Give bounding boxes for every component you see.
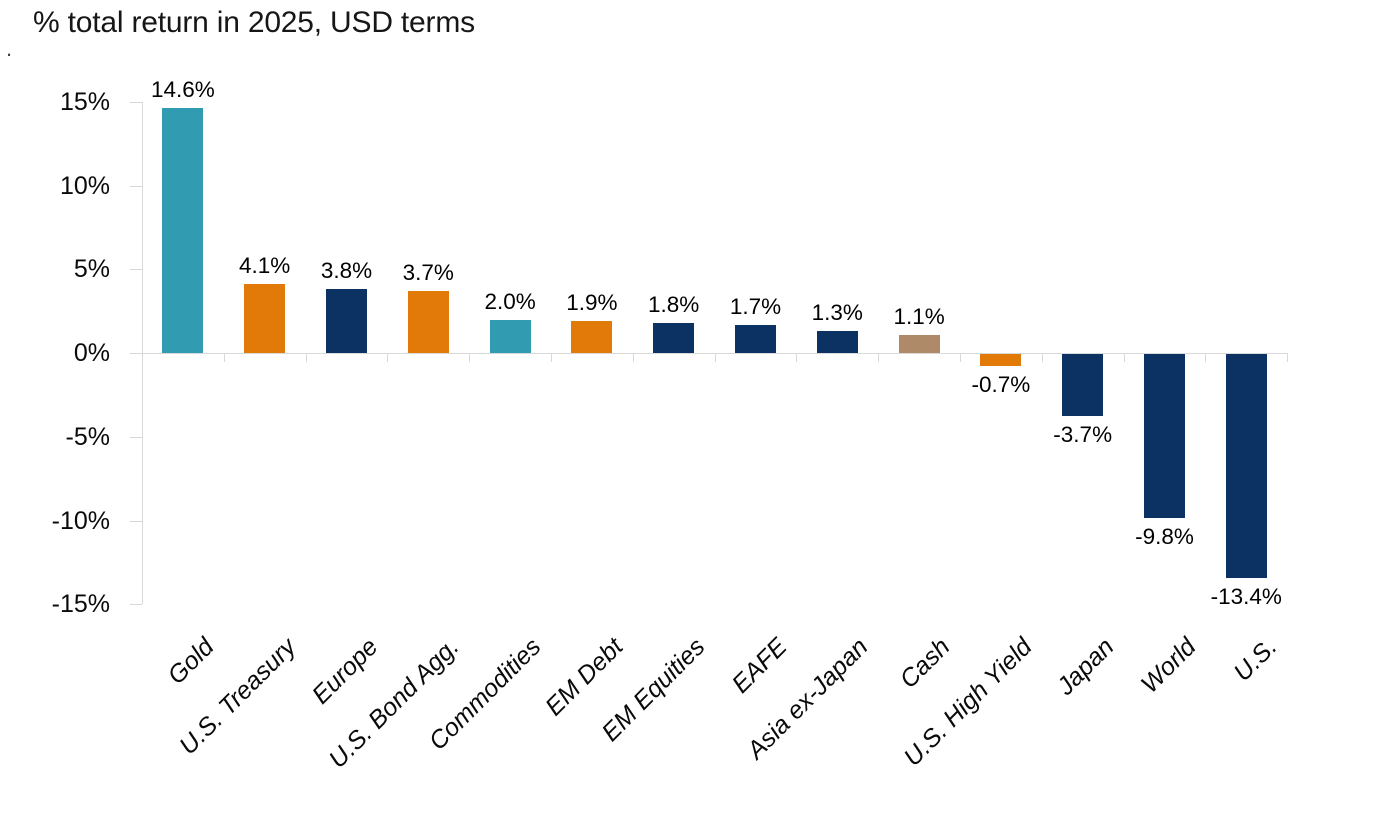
bar-u-s-bond-agg [407, 291, 449, 353]
x-axis-tick [632, 353, 634, 362]
value-label-europe: 3.8% [320, 258, 373, 284]
x-axis-tick [714, 353, 716, 362]
y-axis-tick [130, 353, 142, 354]
y-axis-tick [130, 520, 142, 522]
bar-em-debt [571, 321, 613, 353]
stray-period-mark: . [6, 36, 13, 61]
bar-europe [326, 289, 367, 353]
value-label-em-equities: 1.8% [648, 291, 700, 317]
y-axis-tick [130, 101, 142, 103]
bar-world [1144, 354, 1185, 519]
value-label-u-s-high-yield: -0.7% [971, 371, 1031, 397]
x-axis-tick [551, 353, 552, 362]
value-label-asia-ex-japan: 1.3% [811, 300, 863, 326]
y-axis-tick [130, 436, 142, 438]
x-axis-tick [796, 353, 798, 362]
y-axis-tick-label: 10% [59, 171, 110, 200]
bar-cash [898, 334, 940, 353]
bar-asia-ex-japan [816, 331, 858, 353]
y-axis-tick-label: 15% [59, 87, 110, 116]
bar-gold [162, 108, 204, 353]
value-label-u-s-bond-agg: 3.7% [402, 260, 454, 286]
y-axis-tick-label: 5% [73, 255, 110, 284]
x-axis-tick [1287, 353, 1289, 362]
value-label-gold: 14.6% [150, 77, 215, 103]
x-axis-tick [878, 353, 880, 362]
value-label-japan: -3.7% [1053, 421, 1113, 447]
y-axis-tick [130, 604, 142, 606]
value-label-cash: 1.1% [893, 303, 945, 329]
x-axis-tick [305, 353, 307, 362]
chart-title: % total return in 2025, USD terms [33, 6, 475, 39]
bar-japan [1062, 354, 1104, 416]
bar-u-s [1225, 354, 1267, 579]
x-axis-tick [223, 353, 225, 362]
x-axis-tick [1123, 353, 1125, 362]
y-axis-tick-label: -15% [51, 590, 110, 619]
x-axis-tick [1041, 353, 1043, 362]
value-label-world: -9.8% [1135, 524, 1194, 550]
x-axis-tick [1205, 353, 1207, 362]
bar-u-s-treasury [244, 284, 286, 353]
value-label-em-debt: 1.9% [566, 290, 618, 316]
x-axis-tick [469, 353, 471, 362]
value-label-u-s: -13.4% [1210, 584, 1282, 610]
value-label-commodities: 2.0% [484, 288, 536, 314]
value-label-u-s-treasury: 4.1% [239, 253, 291, 279]
x-axis-tick [387, 353, 389, 362]
y-axis-tick-label: -5% [65, 422, 110, 451]
bar-em-equities [653, 322, 695, 353]
y-axis-tick-label: 0% [73, 339, 110, 367]
bar-eafe [735, 324, 776, 353]
bar-u-s-high-yield [980, 354, 1022, 366]
bar-commodities [489, 319, 531, 353]
y-axis-tick-label: -10% [51, 506, 110, 535]
x-axis-tick [960, 353, 961, 362]
value-label-eafe: 1.7% [729, 293, 782, 319]
y-axis-tick [130, 185, 142, 187]
y-axis-tick [130, 269, 142, 271]
